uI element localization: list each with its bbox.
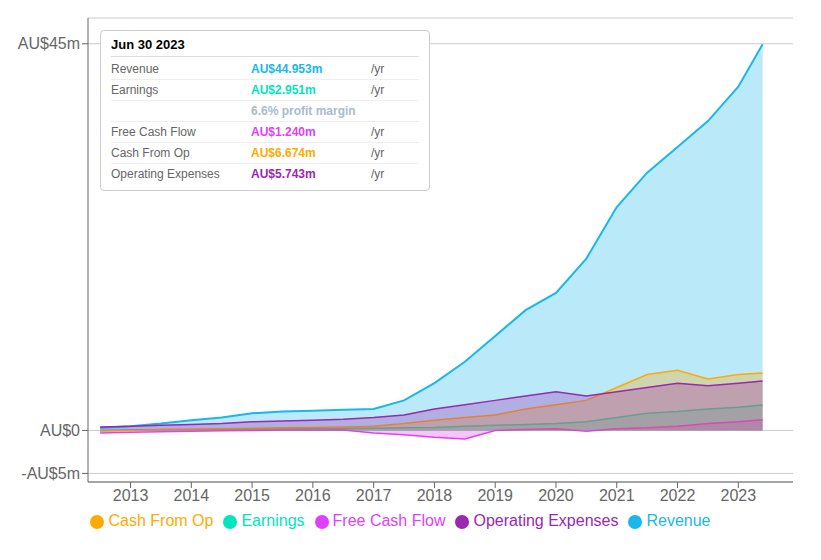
html-text:/yr: /yr	[371, 125, 385, 139]
svg-text:2023: 2023	[721, 487, 757, 504]
svg-text:2021: 2021	[599, 487, 635, 504]
svg-text:2014: 2014	[174, 487, 210, 504]
html-text:6.6% profit margin: 6.6% profit margin	[251, 104, 356, 118]
html-text:/yr: /yr	[371, 167, 385, 181]
html-text:/yr: /yr	[371, 146, 385, 160]
html-text:Revenue: Revenue	[111, 62, 159, 76]
html-text:AU$2.951m: AU$2.951m	[251, 83, 316, 97]
html-text:Operating Expenses: Operating Expenses	[473, 512, 619, 529]
html-text:Jun 30 2023: Jun 30 2023	[111, 37, 185, 52]
svg-text:AU$45m: AU$45m	[18, 35, 80, 52]
html-text:AU$6.674m: AU$6.674m	[251, 146, 316, 160]
html-text:Earnings: Earnings	[241, 512, 305, 529]
html-text:Operating Expenses: Operating Expenses	[111, 167, 220, 181]
svg-text:2019: 2019	[477, 487, 513, 504]
html-text:/yr: /yr	[371, 83, 385, 97]
svg-text:2018: 2018	[417, 487, 453, 504]
svg-text:2020: 2020	[538, 487, 574, 504]
svg-text:2016: 2016	[295, 487, 331, 504]
html-text:Cash From Op: Cash From Op	[111, 146, 190, 160]
svg-text:AU$0: AU$0	[40, 422, 80, 439]
html-text:Revenue: Revenue	[646, 512, 711, 529]
svg-text:2015: 2015	[234, 487, 270, 504]
html-text:AU$1.240m: AU$1.240m	[251, 125, 316, 139]
html-text:AU$5.743m: AU$5.743m	[251, 167, 316, 181]
svg-text:-AU$5m: -AU$5m	[21, 465, 80, 482]
svg-text:2022: 2022	[660, 487, 696, 504]
svg-text:2013: 2013	[113, 487, 149, 504]
html-text:Free Cash Flow: Free Cash Flow	[111, 125, 196, 139]
html-text:Earnings: Earnings	[111, 83, 159, 97]
html-text:Cash From Op: Cash From Op	[108, 512, 214, 529]
svg-text:2017: 2017	[356, 487, 392, 504]
html-text:Free Cash Flow: Free Cash Flow	[332, 512, 446, 529]
html-text:/yr: /yr	[371, 62, 385, 76]
html-text:AU$44.953m: AU$44.953m	[251, 62, 323, 76]
